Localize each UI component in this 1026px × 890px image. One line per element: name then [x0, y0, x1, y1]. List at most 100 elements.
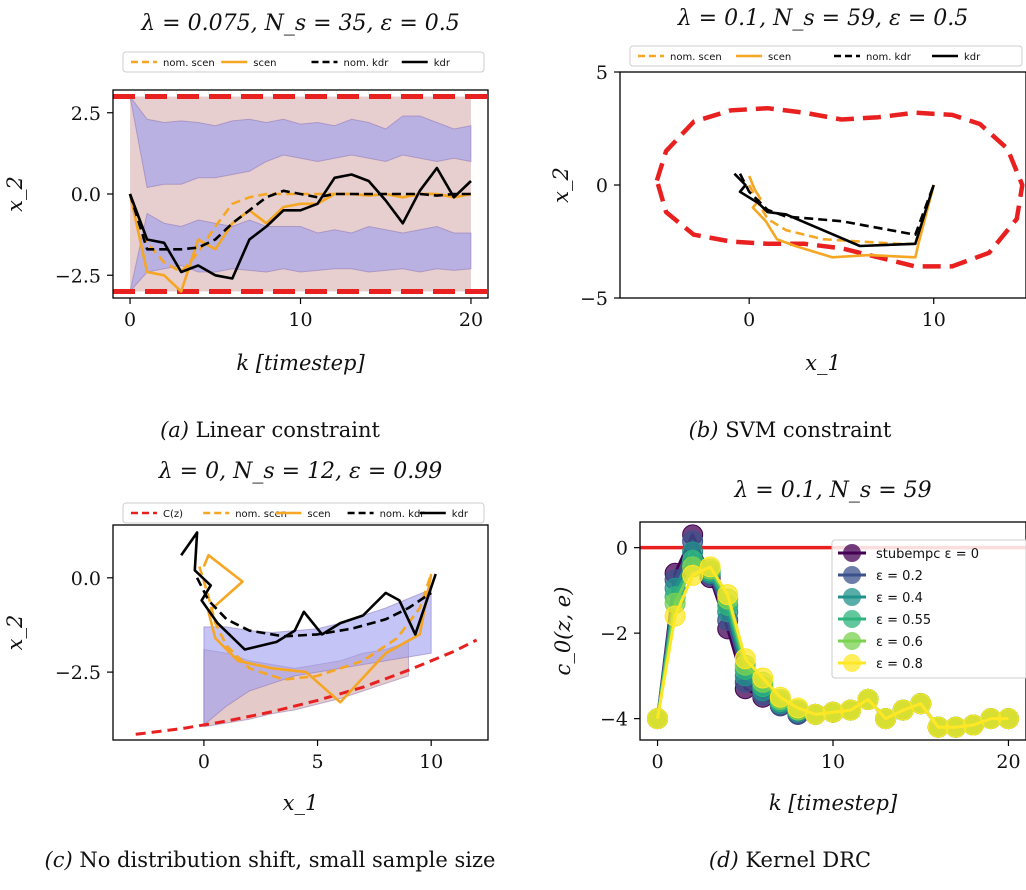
legend-label: kdr [964, 52, 981, 63]
data-point [804, 703, 826, 725]
legend-label: nom. scen [163, 58, 215, 69]
caption-text: SVM constraint [725, 418, 892, 442]
series-line [198, 566, 433, 681]
x-axis-label: x_1 [805, 351, 841, 375]
legend: C(z) nom. scen scen nom. kdr kdr [122, 502, 485, 524]
legend-marker [843, 566, 861, 584]
blue-band-lower [129, 212, 472, 292]
y-tick-label: 0 [616, 538, 628, 560]
chart-title: λ = 0, N_s = 12, ε = 0.99 [158, 459, 443, 484]
x-axis-label: x_1 [283, 791, 319, 815]
legend-label: stubempc ε = 0 [876, 547, 979, 562]
caption: (d) Kernel DRC [709, 848, 871, 872]
x-tick-label: 10 [922, 309, 946, 331]
y-tick-label: −4 [600, 709, 628, 731]
legend-label: nom. kdr [866, 52, 912, 63]
legend-label: kdr [452, 509, 469, 520]
data-point [927, 716, 949, 738]
data-point [769, 686, 791, 708]
legend-marker [843, 588, 861, 606]
data-point [892, 699, 914, 721]
legend-label: ε = 0.6 [876, 635, 923, 650]
x-tick-label: 0 [651, 751, 663, 773]
legend-box [629, 45, 1023, 67]
y-tick-label: −2.5 [55, 265, 101, 287]
data-point [980, 708, 1002, 730]
data-point [997, 708, 1019, 730]
caption: (c) No distribution shift, small sample … [45, 848, 496, 872]
legend-label: kdr [434, 58, 451, 69]
series-line [128, 189, 471, 251]
data-point [857, 688, 879, 710]
series-line [733, 172, 935, 248]
y-tick-label: −5 [580, 288, 608, 310]
legend-label: ε = 0.4 [876, 591, 923, 606]
legend-label: scen [253, 58, 276, 69]
x-tick-label: 10 [419, 751, 443, 773]
caption: (a) Linear constraint [160, 418, 380, 442]
legend-box [831, 539, 1026, 679]
caption-letter: (d) [709, 848, 739, 872]
panel-b: 0 10 5 0 −5 λ = 0.1, N_s = 59, ε = 0.5 x_1 x_2 (… [549, 6, 1026, 442]
data-point [840, 699, 862, 721]
caption-letter: (b) [689, 418, 719, 442]
x-tick-label: 10 [288, 309, 312, 331]
data-point [875, 708, 897, 730]
axes-frame [112, 524, 489, 741]
legend-marker [843, 632, 861, 650]
x-tick-label: 0 [743, 309, 755, 331]
y-tick-label: −2.5 [55, 662, 101, 684]
panel-a: 0 10 20 2.5 0.0 −2.5 λ = 0.075, N_s = 35, ε = … [3, 11, 489, 442]
plot-area [135, 531, 478, 736]
caption-text: Linear constraint [196, 418, 381, 442]
legend-label: nom. scen [235, 509, 287, 520]
data-point [734, 648, 756, 670]
series-line [128, 166, 472, 280]
data-point [647, 708, 669, 730]
data-point [787, 697, 809, 719]
x-axis-label: k [timestep] [236, 351, 365, 375]
svm-boundary [654, 105, 1025, 269]
series-line [738, 173, 935, 236]
y-axis-label: x_2 [3, 176, 27, 212]
data-point [910, 693, 932, 715]
axes-frame [619, 71, 1026, 299]
caption-space [719, 418, 726, 442]
legend-label: ε = 0.55 [876, 613, 931, 628]
caption-letter: (a) [160, 418, 189, 442]
legend-marker [843, 654, 861, 672]
legend: nom. scen scen nom. kdr kdr [122, 51, 485, 73]
caption-space [73, 848, 80, 872]
chart-title: λ = 0.1, N_s = 59 [733, 478, 931, 503]
series-line [135, 638, 478, 736]
y-tick-label: −2 [600, 623, 628, 645]
y-tick-label: 2.5 [71, 103, 101, 125]
legend-label: ε = 0.2 [876, 569, 923, 584]
plot-area [113, 94, 488, 294]
series-line [195, 577, 432, 638]
x-tick-label: 0 [198, 751, 210, 773]
legend-label: scen [307, 509, 330, 520]
legend-label: ε = 0.8 [876, 657, 923, 672]
series-line [180, 531, 437, 651]
caption-letter: (c) [45, 848, 73, 872]
x-tick-label: 0 [124, 309, 136, 331]
caption-space [739, 848, 746, 872]
y-axis-label: c_0(z, e) [551, 587, 575, 676]
x-tick-label: 20 [459, 309, 483, 331]
legend-marker [843, 544, 861, 562]
legend-label: nom. kdr [344, 58, 390, 69]
x-axis-label: k [timestep] [769, 791, 898, 815]
legend-box [122, 51, 485, 73]
y-tick-label: 5 [596, 62, 608, 84]
data-point [962, 714, 984, 736]
legend-label: nom. kdr [380, 509, 426, 520]
chart-title: λ = 0.1, N_s = 59, ε = 0.5 [677, 6, 969, 31]
caption-text: No distribution shift, small sample size [79, 848, 495, 872]
caption-space [189, 418, 196, 442]
legend: nom. scen scen nom. kdr kdr [629, 45, 1023, 67]
panel-d: 0 10 20 0 −2 −4 λ = 0.1, N_s = 59 k [timestep] c… [551, 478, 1026, 872]
caption-text: Kernel DRC [745, 848, 871, 872]
y-tick-label: 0 [596, 175, 608, 197]
